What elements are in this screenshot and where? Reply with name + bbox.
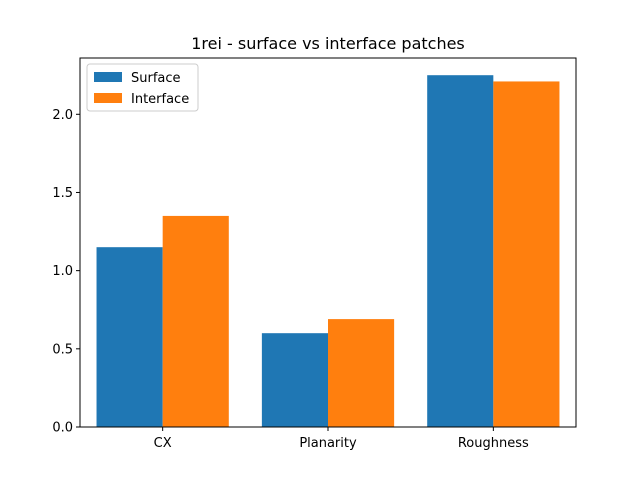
- legend-swatch-surface: [94, 72, 122, 82]
- bar-interface-planarity: [328, 319, 395, 427]
- y-tick-label: 0.0: [52, 421, 73, 436]
- x-tick-label: Roughness: [458, 436, 529, 451]
- chart-title: 1rei - surface vs interface patches: [191, 34, 465, 53]
- bar-surface-cx: [96, 247, 163, 427]
- x-tick-label: CX: [154, 436, 172, 451]
- y-tick-label: 2.0: [52, 108, 73, 123]
- x-tick-label: Planarity: [299, 436, 357, 451]
- plot-area: 0.0 0.5 1.0 1.5 2.0 CX Planarity Roughness: [52, 57, 577, 451]
- bar-interface-cx: [162, 215, 229, 427]
- legend-label-interface: Interface: [131, 92, 189, 107]
- bar-interface-roughness: [493, 81, 560, 427]
- legend-label-surface: Surface: [131, 71, 181, 86]
- bar-surface-planarity: [261, 333, 328, 427]
- y-tick-label: 1.0: [52, 264, 73, 279]
- legend-swatch-interface: [94, 93, 122, 103]
- y-tick-label: 1.5: [52, 186, 73, 201]
- bar-surface-roughness: [427, 75, 494, 427]
- legend: Surface Interface: [86, 63, 199, 112]
- y-tick-label: 0.5: [52, 342, 73, 357]
